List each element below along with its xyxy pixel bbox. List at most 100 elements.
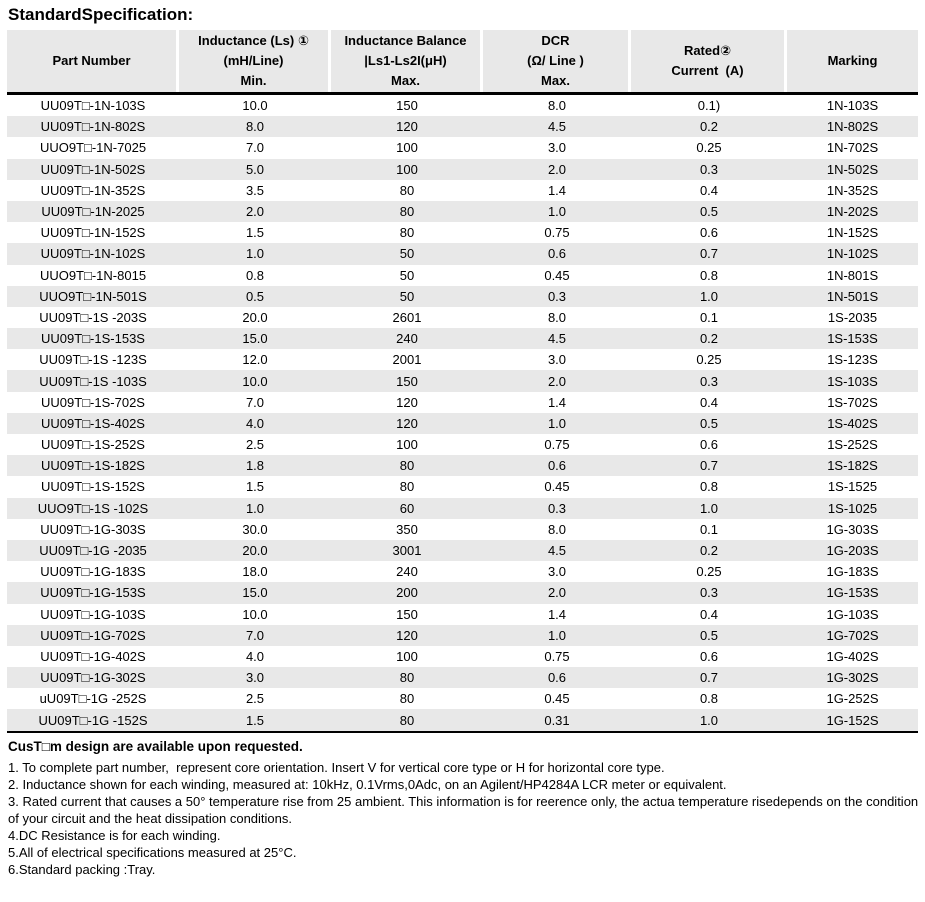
- table-row: UU09T□-1G -2035 20.0 3001 4.5 0.2 1G-203S: [7, 539, 918, 562]
- cell-rated-current: 0.1: [699, 309, 719, 325]
- cell-rated-current: 1.0: [699, 500, 719, 516]
- cell-rated-current: 0.4: [699, 606, 719, 622]
- cell-marking: 1N-202S: [826, 204, 879, 220]
- cell-marking: 1N-103S: [826, 98, 879, 114]
- cell-inductance-min: 10.0: [242, 98, 268, 114]
- cell-marking: 1G-252S: [826, 691, 879, 707]
- cell-inductance-min: 20.0: [242, 309, 268, 325]
- cell-rated-current: 0.2: [699, 119, 719, 135]
- table-row: UU09T□-1G-183S 18.0 240 3.0 0.25 1G-183S: [7, 561, 918, 583]
- cell-marking: 1G-302S: [826, 670, 879, 686]
- cell-inductance-min: 3.5: [245, 182, 265, 198]
- cell-part-number: UUO9T□-1N-7025: [39, 140, 147, 156]
- cell-marking: 1S-123S: [827, 352, 878, 368]
- cell-inductance-min: 0.5: [245, 288, 265, 304]
- table-row: UU09T□-1S -103S 10.0 150 2.0 0.3 1S-103S: [7, 370, 918, 392]
- table-row: UU09T□-1N-802S 8.0 120 4.5 0.2 1N-802S: [7, 116, 918, 138]
- cell-marking: 1N-502S: [826, 161, 879, 177]
- cell-inductance-min: 7.0: [245, 627, 265, 643]
- cell-dcr-max: 0.3: [547, 288, 567, 304]
- cell-part-number: UU09T□-1S-182S: [41, 458, 145, 474]
- cell-inductance-balance-max: 50: [399, 267, 415, 283]
- table-row: UU09T□-1G-702S 7.0 120 1.0 0.5 1G-702S: [7, 624, 918, 646]
- cell-dcr-max: 1.4: [547, 606, 567, 622]
- cell-marking: 1N-802S: [826, 119, 879, 135]
- cell-dcr-max: 4.5: [547, 543, 567, 559]
- table-row: UU09T□-1G-303S 30.0 350 8.0 0.1 1G-303S: [7, 518, 918, 540]
- cell-rated-current: 0.8: [699, 479, 719, 495]
- cell-part-number: UU09T□-1G-303S: [40, 521, 146, 537]
- cell-rated-current: 0.1: [699, 521, 719, 537]
- cell-rated-current: 0.1): [697, 98, 721, 114]
- table-row: UU09T□-1N-102S 1.0 50 0.6 0.7 1N-102S: [7, 243, 918, 265]
- cell-inductance-balance-max: 120: [396, 415, 418, 431]
- table-row: UU09T□-1N-2025 2.0 80 1.0 0.5 1N-202S: [7, 200, 918, 223]
- note-4: 4.DC Resistance is for each winding.: [8, 828, 221, 843]
- cell-rated-current: 0.7: [699, 670, 719, 686]
- cell-marking: 1N-501S: [826, 288, 879, 304]
- cell-marking: 1N-352S: [826, 182, 879, 198]
- col-header-line: Inductance Balance: [344, 33, 467, 48]
- cell-dcr-max: 3.0: [547, 140, 567, 156]
- cell-marking: 1G-203S: [826, 543, 879, 559]
- cell-part-number: UU09T□-1S -203S: [39, 309, 147, 325]
- cell-part-number: uU09T□-1G -252S: [39, 691, 147, 707]
- cell-inductance-balance-max: 120: [396, 119, 418, 135]
- table-row: UU09T□-1S-182S 1.8 80 0.6 0.7 1S-182S: [7, 455, 918, 477]
- cell-inductance-min: 30.0: [242, 521, 268, 537]
- col-header-line: Current (A): [671, 63, 744, 78]
- cell-part-number: UU09T□-1N-802S: [40, 119, 146, 135]
- cell-inductance-balance-max: 100: [396, 161, 418, 177]
- cell-dcr-max: 3.0: [547, 564, 567, 580]
- cell-rated-current: 0.2: [699, 543, 719, 559]
- col-header-line: Inductance (Ls) ①: [198, 33, 309, 48]
- cell-inductance-balance-max: 350: [396, 521, 418, 537]
- cell-dcr-max: 0.45: [544, 479, 570, 495]
- table-row: UU09T□-1S -203S 20.0 2601 8.0 0.1 1S-2035: [7, 306, 918, 329]
- footnotes: CusT□m design are available upon request…: [8, 739, 920, 878]
- cell-dcr-max: 1.0: [547, 627, 567, 643]
- cell-inductance-min: 7.0: [245, 140, 265, 156]
- cell-part-number: UU09T□-1S-252S: [41, 437, 145, 453]
- cell-dcr-max: 1.4: [547, 394, 567, 410]
- cell-inductance-min: 10.0: [242, 373, 268, 389]
- cell-inductance-min: 1.8: [245, 458, 265, 474]
- table-row: UU09T□-1S-402S 4.0 120 1.0 0.5 1S-402S: [7, 412, 918, 434]
- col-header-line: Rated②: [683, 43, 732, 58]
- table-row: UU09T□-1G-402S 4.0 100 0.75 0.6 1G-402S: [7, 645, 918, 668]
- col-header-line: (mH/Line): [223, 53, 284, 68]
- cell-inductance-min: 4.0: [245, 415, 265, 431]
- cell-part-number: UU09T□-1N-2025: [41, 204, 145, 220]
- table-row: UU09T□-1S-702S 7.0 120 1.4 0.4 1S-702S: [7, 391, 918, 413]
- col-header-line: DCR: [541, 33, 570, 48]
- note-3: 3. Rated current that causes a 50° tempe…: [8, 794, 922, 826]
- cell-inductance-min: 1.5: [245, 479, 265, 495]
- col-header-marking: Marking: [787, 30, 918, 92]
- table-row: UU09T□-1N-502S 5.0 100 2.0 0.3 1N-502S: [7, 158, 918, 180]
- cell-dcr-max: 8.0: [547, 521, 567, 537]
- cell-dcr-max: 2.0: [547, 161, 567, 177]
- table-row: UU09T□-1S-153S 15.0 240 4.5 0.2 1S-153S: [7, 328, 918, 350]
- cell-inductance-balance-max: 240: [396, 564, 418, 580]
- table-row: UUO9T□-1N-8015 0.8 50 0.45 0.8 1N-801S: [7, 264, 918, 286]
- col-header-line: Part Number: [52, 53, 131, 68]
- cell-inductance-balance-max: 2601: [392, 309, 422, 325]
- cell-rated-current: 0.2: [699, 331, 719, 347]
- spec-table: Part Number Inductance (Ls) ① (mH/Line) …: [7, 30, 918, 733]
- cell-dcr-max: 0.45: [544, 691, 570, 707]
- cell-marking: 1N-102S: [826, 246, 879, 262]
- cell-part-number: UU09T□-1S-402S: [41, 415, 145, 431]
- cell-rated-current: 0.25: [696, 140, 722, 156]
- cell-dcr-max: 1.0: [547, 204, 567, 220]
- cell-rated-current: 0.4: [699, 182, 719, 198]
- cell-part-number: UU09T□-1S -123S: [39, 352, 147, 368]
- table-row: UU09T□-1S-152S 1.5 80 0.45 0.8 1S-1525: [7, 476, 918, 498]
- cell-marking: 1S-252S: [827, 437, 878, 453]
- cell-inductance-min: 2.0: [245, 204, 265, 220]
- col-header-line: Max.: [541, 73, 570, 88]
- cell-part-number: UU09T□-1G-402S: [40, 648, 146, 664]
- cell-rated-current: 0.7: [699, 458, 719, 474]
- cell-inductance-balance-max: 150: [396, 98, 418, 114]
- cell-rated-current: 0.3: [699, 373, 719, 389]
- cell-inductance-balance-max: 80: [399, 225, 415, 241]
